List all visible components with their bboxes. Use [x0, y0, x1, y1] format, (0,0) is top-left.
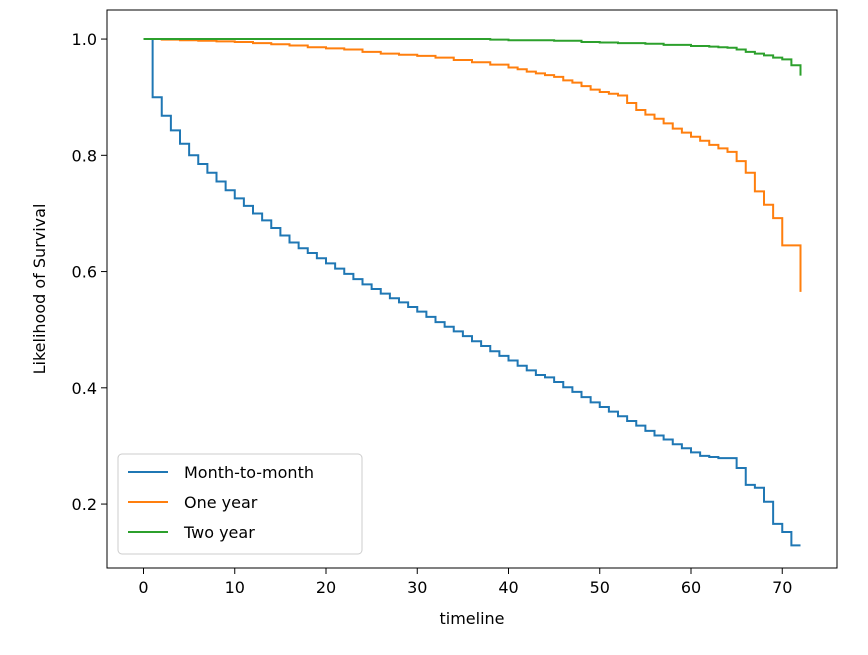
x-tick-label: 0: [138, 578, 148, 597]
y-tick-label: 0.8: [72, 146, 97, 165]
y-tick-label: 0.2: [72, 495, 97, 514]
y-tick-label: 1.0: [72, 30, 97, 49]
series-layer: [143, 38, 802, 547]
series-line-one-year: [143, 38, 802, 292]
x-tick-label: 70: [772, 578, 792, 597]
legend-label: One year: [184, 493, 258, 512]
x-axis-label: timeline: [439, 609, 504, 628]
legend-box: [117, 453, 363, 555]
x-tick-label: 20: [316, 578, 336, 597]
y-tick-label: 0.6: [72, 263, 97, 282]
x-tick-label: 30: [407, 578, 427, 597]
series-line-two-year: [143, 38, 802, 76]
x-tick-label: 60: [681, 578, 701, 597]
y-axis-label: Likelihood of Survival: [30, 204, 49, 375]
x-tick-label: 10: [225, 578, 245, 597]
legend: Month-to-month One year Two year: [117, 453, 363, 555]
x-axis-ticks: 0 10 20 30 40 50 60 70: [138, 568, 792, 597]
series-line-month-to-month: [143, 38, 801, 547]
y-tick-label: 0.4: [72, 379, 97, 398]
x-tick-label: 40: [498, 578, 518, 597]
plot-frame: [106, 9, 838, 569]
y-axis-ticks: 0.2 0.4 0.6 0.8 1.0: [72, 30, 107, 514]
legend-entries: Month-to-month One year Two year: [128, 463, 314, 542]
legend-label: Two year: [183, 523, 255, 542]
x-tick-label: 50: [590, 578, 610, 597]
legend-label: Month-to-month: [184, 463, 314, 482]
